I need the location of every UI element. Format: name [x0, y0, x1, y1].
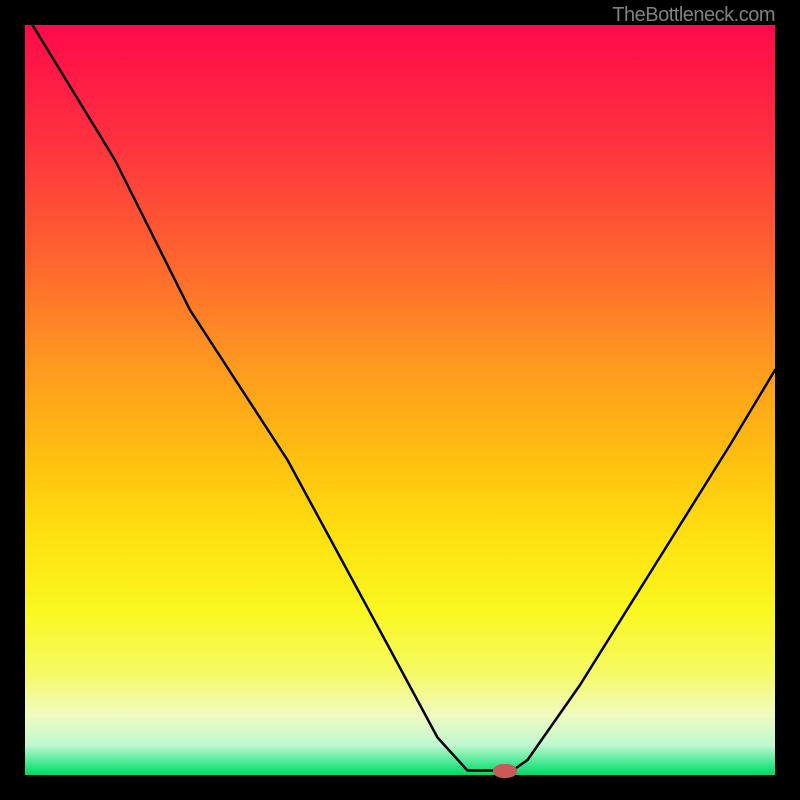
- bottleneck-chart: TheBottleneck.com: [0, 0, 800, 800]
- bottleneck-curve: [25, 25, 775, 775]
- optimal-marker: [493, 764, 517, 778]
- attribution-label: TheBottleneck.com: [612, 4, 775, 27]
- plot-area: [25, 25, 775, 775]
